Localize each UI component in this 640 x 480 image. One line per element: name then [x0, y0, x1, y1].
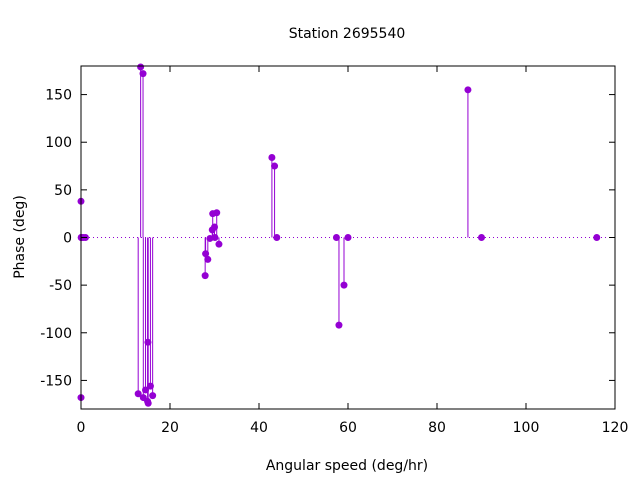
data-point-23 [211, 234, 219, 241]
data-point-15 [149, 392, 157, 400]
x-tick-label-40: 40 [250, 420, 268, 436]
impulse-layer [80, 66, 469, 404]
data-point-24 [213, 209, 221, 217]
data-point-8 [139, 70, 147, 78]
data-point-33 [464, 86, 472, 94]
data-point-6 [134, 390, 142, 398]
data-point-31 [340, 281, 348, 289]
y-tick-label--150: -150 [40, 373, 72, 389]
data-point-17 [202, 250, 210, 258]
data-point-28 [273, 234, 281, 241]
x-axis-label: Angular speed (deg/hr) [266, 458, 428, 474]
y-tick-label--50: -50 [49, 278, 72, 294]
point-layer [77, 63, 601, 407]
data-point-16 [201, 272, 209, 280]
y-tick-label-0: 0 [63, 231, 72, 247]
y-tick-label-150: 150 [45, 88, 72, 104]
data-point-35 [593, 234, 601, 241]
x-tick-label-120: 120 [602, 420, 629, 436]
data-point-22 [211, 223, 218, 231]
y-axis-ticks: -150 -100 -50 0 50 100 150 [40, 88, 615, 389]
x-tick-label-80: 80 [428, 420, 446, 436]
x-tick-label-60: 60 [339, 420, 357, 436]
data-point-26 [268, 153, 276, 161]
data-point-29 [332, 234, 340, 241]
x-tick-label-20: 20 [161, 420, 179, 436]
y-tick-label-100: 100 [45, 135, 72, 151]
y-tick-label--100: -100 [40, 326, 72, 342]
data-point-27 [271, 162, 279, 170]
data-point-13 [144, 399, 152, 407]
data-point-30 [335, 321, 343, 329]
data-point-10 [142, 386, 150, 394]
chart-title: Station 2695540 [289, 26, 406, 42]
data-point-34 [478, 234, 485, 241]
data-point-7 [137, 63, 145, 71]
y-axis-label: Phase (deg) [12, 195, 28, 279]
y-tick-label-50: 50 [54, 183, 72, 199]
x-tick-label-0: 0 [77, 420, 86, 436]
data-point-12 [144, 338, 152, 346]
data-point-32 [344, 234, 352, 241]
x-tick-label-100: 100 [513, 420, 540, 436]
data-point-14 [146, 382, 154, 390]
data-point-18 [204, 255, 212, 263]
data-point-25 [215, 240, 223, 248]
x-axis-ticks: 0 20 40 60 80 100 120 [77, 66, 629, 436]
